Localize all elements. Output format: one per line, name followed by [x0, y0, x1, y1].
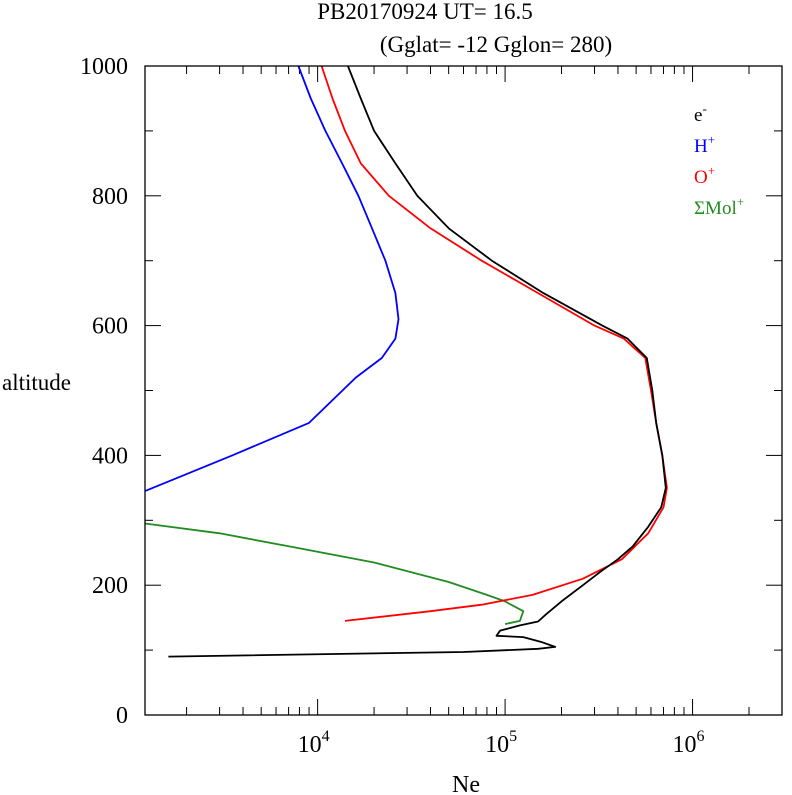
axis-ticks: 104 105 106 0 200 400 600 800 1000 — [80, 54, 783, 758]
legend-entry: e- — [694, 101, 707, 126]
y-tick-label: 800 — [92, 184, 128, 210]
x-axis-label: Ne — [452, 772, 480, 795]
x-tick-label: 106 — [673, 728, 705, 758]
series-line — [144, 65, 400, 492]
y-axis-label: altitude — [2, 370, 71, 395]
legend-entry: H+ — [694, 132, 715, 157]
plot-frame — [144, 65, 783, 716]
chart-subtitle: (Gglat= -12 Gglon= 280) — [380, 32, 612, 57]
y-tick-label: 1000 — [80, 54, 128, 80]
y-tick-label: 600 — [92, 314, 128, 340]
y-tick-label: 200 — [92, 573, 128, 599]
x-tick-label: 104 — [298, 728, 330, 758]
x-tick-label: 105 — [485, 728, 517, 758]
y-tick-label: 0 — [116, 703, 128, 729]
series-line — [320, 65, 668, 622]
legend: e- H+ O+ ΣMol+ — [694, 101, 744, 219]
legend-entry: ΣMol+ — [694, 194, 744, 219]
series-line — [144, 522, 525, 625]
y-tick-label: 400 — [92, 443, 128, 469]
chart-title: PB20170924 UT= 16.5 — [317, 0, 533, 24]
legend-entry: O+ — [694, 163, 715, 188]
series-line — [168, 65, 667, 658]
plot-curves — [144, 65, 668, 658]
chart-titles: PB20170924 UT= 16.5 (Gglat= -12 Gglon= 2… — [2, 0, 612, 795]
